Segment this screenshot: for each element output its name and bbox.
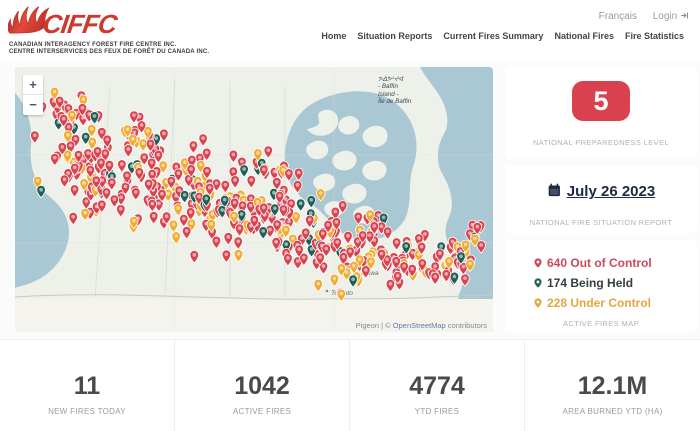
svg-text:CIFFC: CIFFC <box>41 9 120 39</box>
